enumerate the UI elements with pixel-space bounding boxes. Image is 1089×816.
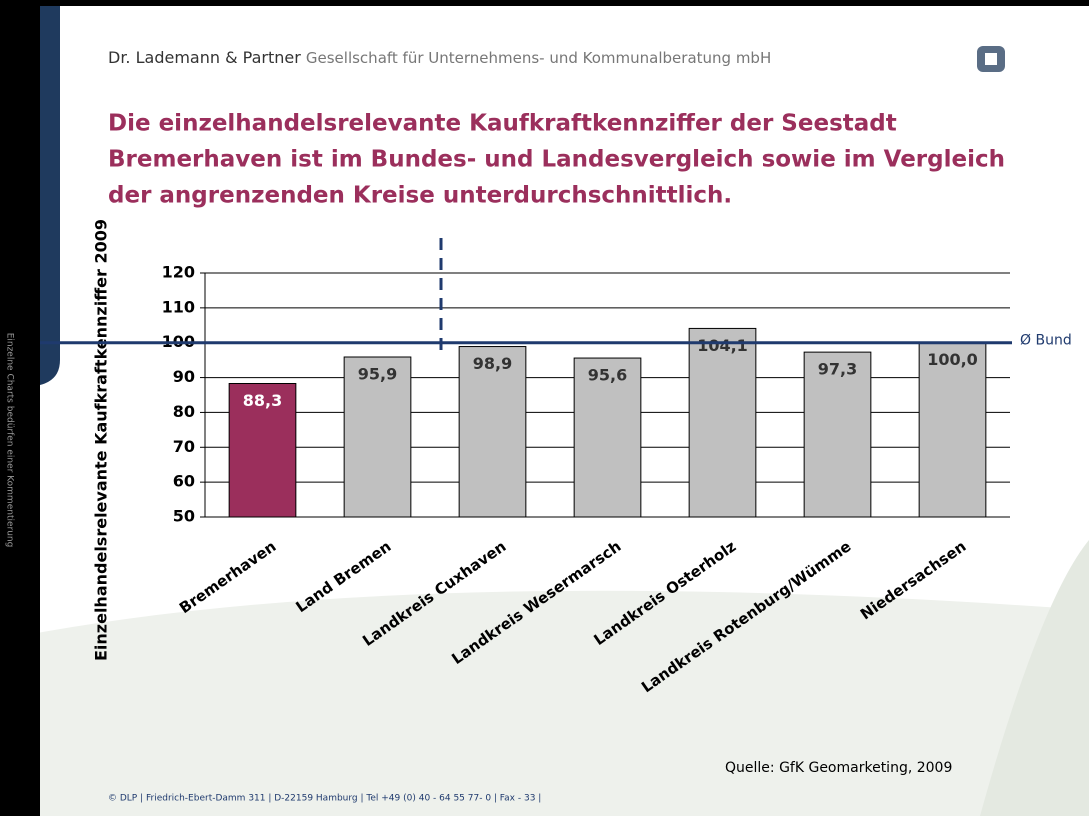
bar xyxy=(458,346,527,518)
bar xyxy=(918,342,987,518)
y-tick-label: 110 xyxy=(162,297,195,316)
decor-wave xyxy=(0,590,1089,816)
title-line: Die einzelhandelsrelevante Kaufkraftkenn… xyxy=(108,111,897,137)
bar xyxy=(688,327,757,518)
title-line: Bremerhaven ist im Bundes- und Landesver… xyxy=(108,147,1005,173)
side-note: Einzelne Charts bedürfen einer Kommentie… xyxy=(5,333,15,548)
header: Dr. Lademann & Partner Gesellschaft für … xyxy=(108,48,771,67)
value-label: 100,0 xyxy=(927,350,978,369)
bar xyxy=(343,356,412,518)
company-sub: Gesellschaft für Unternehmens- und Kommu… xyxy=(306,49,771,67)
source: Quelle: GfK Geomarketing, 2009 xyxy=(725,760,952,776)
value-label: 98,9 xyxy=(473,354,512,373)
bar xyxy=(573,357,642,518)
footer: © DLP | Friedrich-Ebert-Damm 311 | D-221… xyxy=(108,794,541,804)
y-tick-label: 90 xyxy=(173,367,195,386)
y-tick-label: 70 xyxy=(173,437,195,456)
reference-label: Ø Bund xyxy=(1020,333,1072,349)
value-label: 88,3 xyxy=(243,391,282,410)
y-tick-label: 80 xyxy=(173,402,195,421)
value-label: 95,9 xyxy=(358,365,397,384)
top-border xyxy=(0,0,1089,6)
y-axis-label: Einzelhandelsrelevante Kaufkraftkennziff… xyxy=(92,219,111,661)
value-label: 95,6 xyxy=(588,366,627,385)
y-tick-label: 60 xyxy=(173,472,195,491)
value-label: 97,3 xyxy=(818,360,857,379)
decor-wave xyxy=(980,540,1089,816)
company: Dr. Lademann & Partner xyxy=(108,48,301,67)
side-band xyxy=(40,6,60,385)
bar xyxy=(803,351,872,518)
y-tick-label: 120 xyxy=(162,263,195,282)
bar xyxy=(228,382,297,518)
title-line: der angrenzenden Kreise unterdurchschnit… xyxy=(108,183,732,209)
logo-inner xyxy=(985,53,997,65)
value-label: 104,1 xyxy=(697,336,748,355)
left-border xyxy=(0,0,40,816)
y-tick-label: 50 xyxy=(173,507,195,526)
